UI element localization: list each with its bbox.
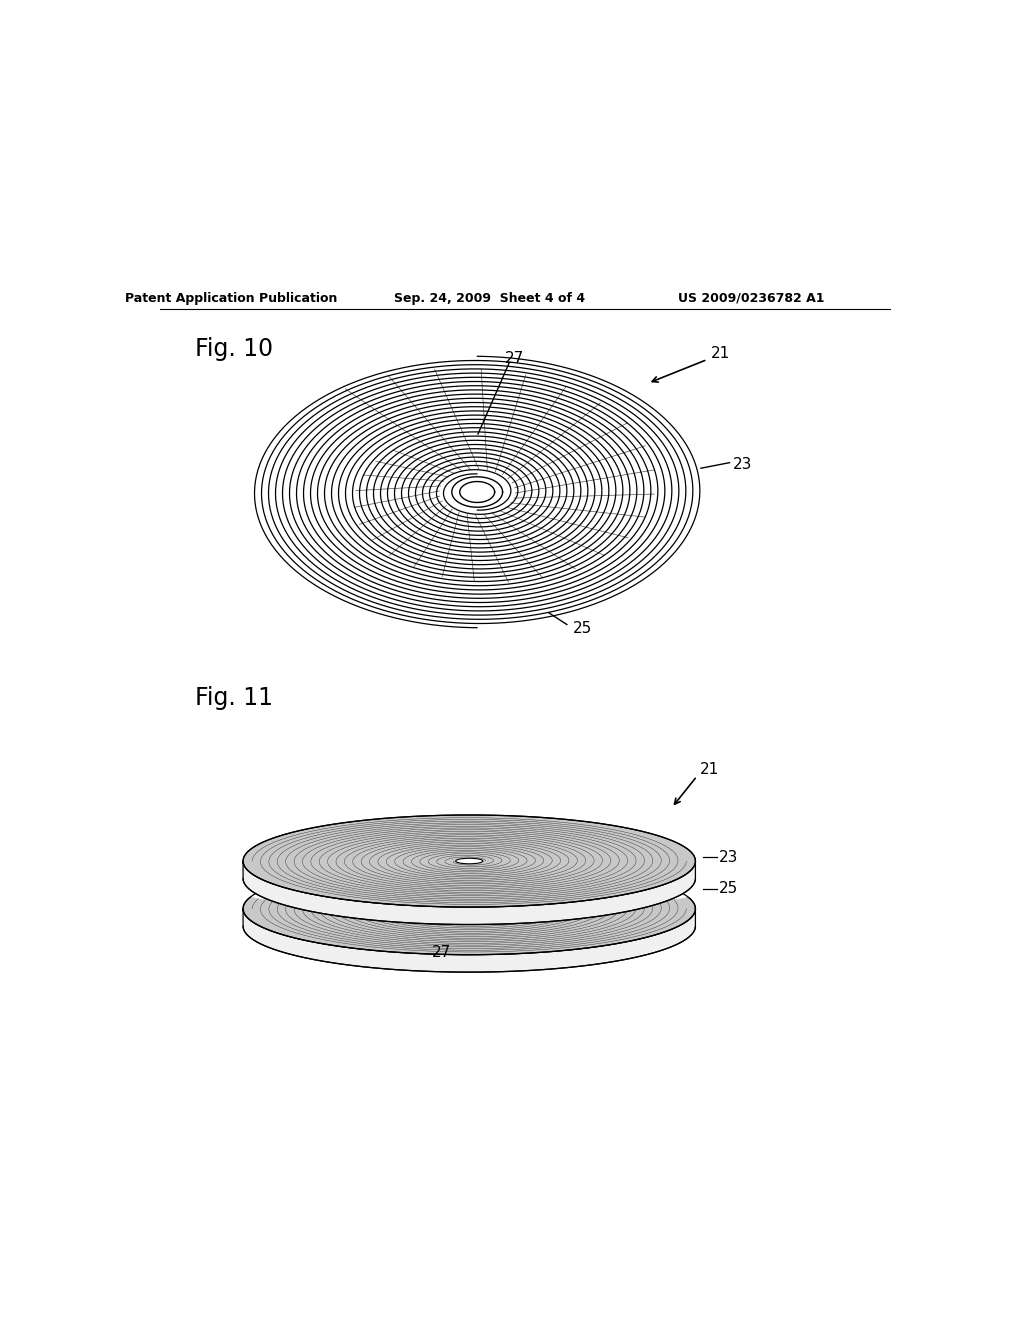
Text: 25: 25 — [719, 882, 738, 896]
Text: 21: 21 — [712, 346, 730, 360]
Polygon shape — [243, 908, 695, 972]
Text: Fig. 10: Fig. 10 — [196, 337, 273, 362]
Text: US 2009/0236782 A1: US 2009/0236782 A1 — [678, 292, 824, 305]
Text: 25: 25 — [572, 620, 592, 636]
Ellipse shape — [456, 906, 483, 911]
Polygon shape — [243, 814, 695, 907]
Text: 23: 23 — [719, 850, 738, 865]
Polygon shape — [243, 861, 695, 924]
Text: 27: 27 — [432, 945, 452, 960]
Polygon shape — [243, 862, 695, 954]
Ellipse shape — [243, 879, 695, 908]
Ellipse shape — [456, 858, 483, 863]
Text: 27: 27 — [505, 351, 524, 366]
Text: 23: 23 — [733, 457, 752, 471]
Text: 21: 21 — [699, 762, 719, 777]
Text: Fig. 11: Fig. 11 — [196, 686, 273, 710]
Text: Patent Application Publication: Patent Application Publication — [125, 292, 337, 305]
Text: Sep. 24, 2009  Sheet 4 of 4: Sep. 24, 2009 Sheet 4 of 4 — [393, 292, 585, 305]
